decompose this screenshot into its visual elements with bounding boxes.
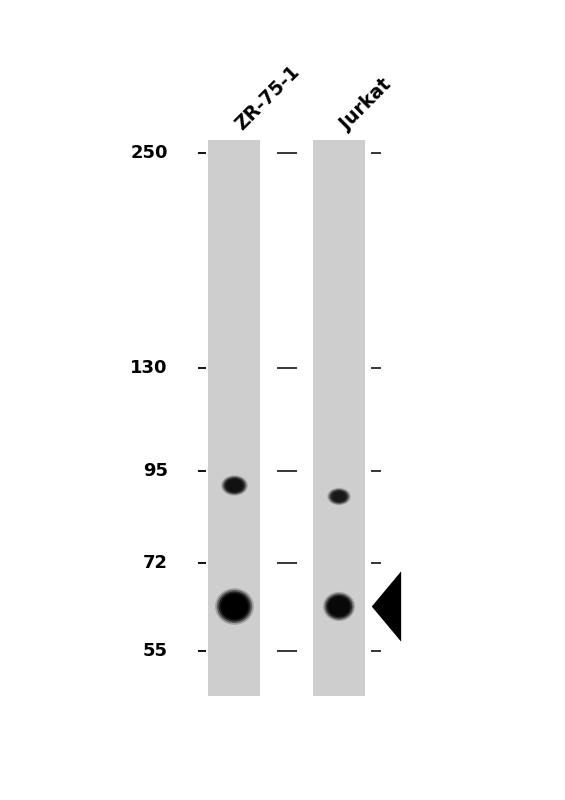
Ellipse shape bbox=[332, 600, 346, 613]
Ellipse shape bbox=[232, 484, 237, 487]
Ellipse shape bbox=[233, 485, 236, 486]
Ellipse shape bbox=[328, 489, 350, 505]
Ellipse shape bbox=[229, 602, 240, 611]
Ellipse shape bbox=[332, 492, 346, 502]
Ellipse shape bbox=[327, 596, 351, 617]
Ellipse shape bbox=[229, 482, 240, 490]
Ellipse shape bbox=[332, 491, 346, 502]
Bar bbox=[208, 140, 260, 696]
Ellipse shape bbox=[334, 494, 344, 500]
Text: ZR-75-1: ZR-75-1 bbox=[232, 62, 303, 134]
Ellipse shape bbox=[231, 482, 238, 488]
Polygon shape bbox=[372, 571, 401, 642]
Text: Jurkat: Jurkat bbox=[336, 75, 395, 134]
Ellipse shape bbox=[327, 488, 351, 506]
Ellipse shape bbox=[227, 600, 242, 613]
Ellipse shape bbox=[217, 590, 252, 623]
Ellipse shape bbox=[233, 605, 236, 608]
Ellipse shape bbox=[330, 598, 347, 614]
Ellipse shape bbox=[323, 592, 355, 621]
Bar bbox=[313, 140, 365, 696]
Ellipse shape bbox=[231, 603, 238, 610]
Ellipse shape bbox=[223, 477, 245, 494]
Ellipse shape bbox=[222, 595, 247, 618]
Text: 95: 95 bbox=[143, 462, 168, 480]
Text: 72: 72 bbox=[143, 554, 168, 571]
Ellipse shape bbox=[222, 476, 247, 495]
Ellipse shape bbox=[333, 601, 345, 612]
Ellipse shape bbox=[220, 593, 249, 620]
Ellipse shape bbox=[333, 493, 345, 501]
Ellipse shape bbox=[224, 597, 245, 617]
Ellipse shape bbox=[331, 490, 347, 503]
Ellipse shape bbox=[324, 593, 354, 620]
Ellipse shape bbox=[337, 495, 341, 498]
Ellipse shape bbox=[226, 479, 243, 492]
Ellipse shape bbox=[329, 490, 349, 504]
Text: 55: 55 bbox=[143, 642, 168, 660]
Ellipse shape bbox=[221, 475, 248, 496]
Ellipse shape bbox=[225, 478, 244, 493]
Ellipse shape bbox=[336, 604, 342, 609]
Ellipse shape bbox=[338, 496, 340, 498]
Ellipse shape bbox=[329, 597, 349, 616]
Ellipse shape bbox=[225, 598, 244, 615]
Ellipse shape bbox=[228, 481, 241, 490]
Text: 250: 250 bbox=[131, 144, 168, 162]
Ellipse shape bbox=[227, 480, 242, 491]
Ellipse shape bbox=[215, 588, 254, 625]
Ellipse shape bbox=[219, 591, 250, 622]
Ellipse shape bbox=[326, 594, 352, 618]
Ellipse shape bbox=[334, 602, 344, 610]
Ellipse shape bbox=[337, 605, 341, 608]
Text: 130: 130 bbox=[131, 359, 168, 377]
Ellipse shape bbox=[336, 494, 342, 499]
